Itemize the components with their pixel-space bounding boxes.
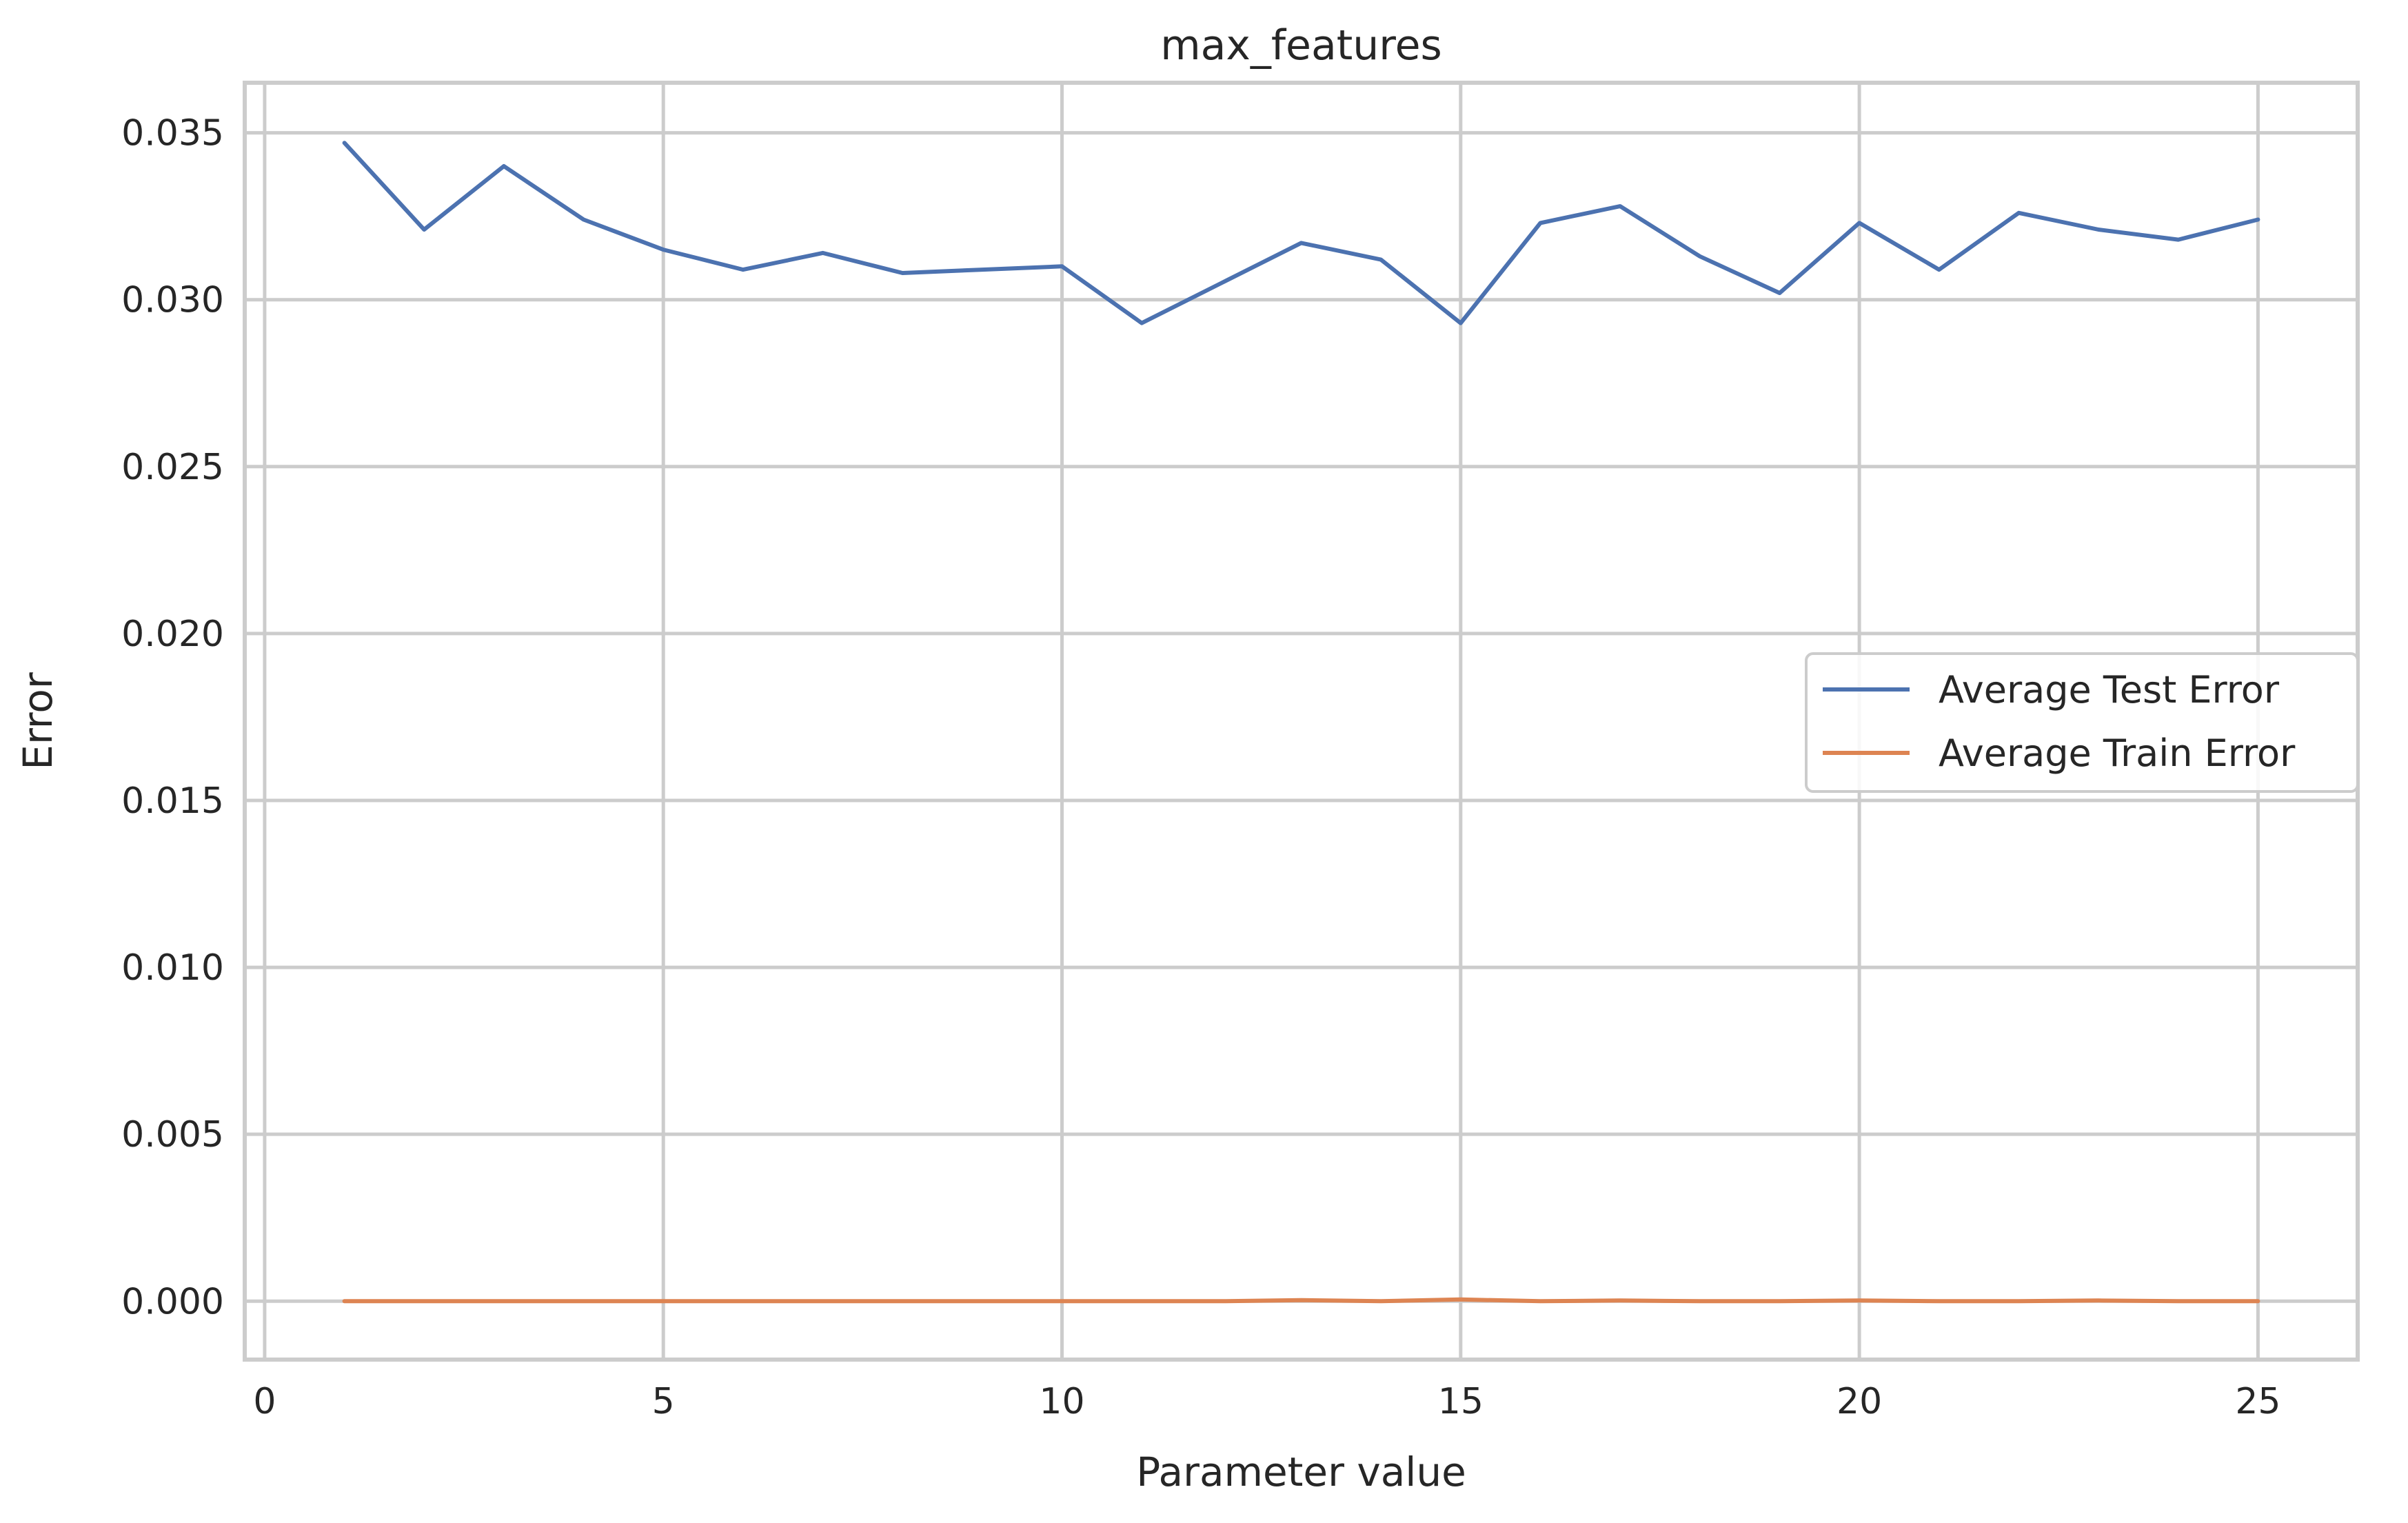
legend-label: Average Test Error bbox=[1939, 668, 2280, 712]
x-tick-label: 15 bbox=[1438, 1381, 1484, 1422]
x-tick-label: 10 bbox=[1039, 1381, 1084, 1422]
y-tick-label: 0.035 bbox=[121, 113, 224, 154]
y-tick-label: 0.005 bbox=[121, 1114, 224, 1156]
y-tick-label: 0.015 bbox=[121, 780, 224, 822]
legend: Average Test Error Average Train Error bbox=[1805, 652, 2359, 793]
x-tick-label: 25 bbox=[2235, 1381, 2280, 1422]
legend-label: Average Train Error bbox=[1939, 732, 2296, 775]
y-tick-label: 0.000 bbox=[121, 1281, 224, 1322]
tick-labels: 0 5 10 15 20 25 0.000 0.005 0.010 0.015 0.020 0.025… bbox=[121, 113, 2280, 1422]
x-tick-label: 0 bbox=[253, 1381, 276, 1422]
y-tick-label: 0.025 bbox=[121, 447, 224, 488]
series-line-train-error bbox=[342, 1297, 2260, 1304]
chart-title: max_features bbox=[1160, 21, 1442, 70]
x-axis-title: Parameter value bbox=[1136, 1449, 1466, 1495]
x-tick-label: 5 bbox=[652, 1381, 675, 1422]
series-line-test-error bbox=[342, 141, 2260, 325]
y-tick-label: 0.020 bbox=[121, 614, 224, 655]
x-tick-label: 20 bbox=[1837, 1381, 1882, 1422]
gridlines bbox=[245, 83, 2358, 1360]
legend-box bbox=[1805, 652, 2359, 793]
data-series bbox=[342, 141, 2260, 1304]
y-tick-label: 0.030 bbox=[121, 280, 224, 321]
y-axis-title: Error bbox=[14, 672, 61, 770]
y-tick-label: 0.010 bbox=[121, 947, 224, 989]
